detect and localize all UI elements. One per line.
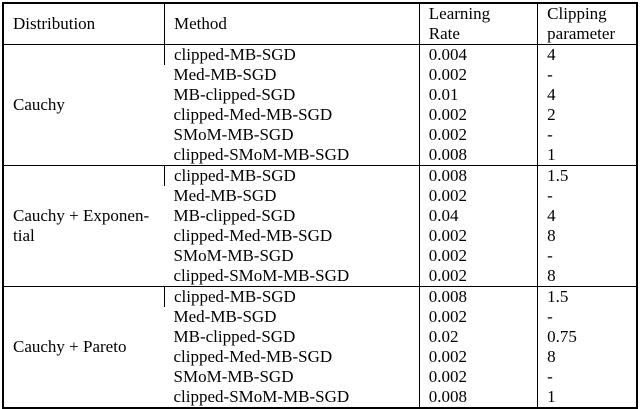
table-row: Med-MB-SGD 0.002 - — [3, 307, 637, 327]
clipping-cell: 4 — [537, 206, 637, 226]
method-cell: SMoM-MB-SGD — [173, 125, 294, 144]
learning-rate-cell: 0.002 — [418, 65, 538, 85]
learning-rate-cell: 0.002 — [418, 347, 538, 367]
learning-rate-cell: 0.008 — [418, 387, 538, 408]
table-row: clipped-SMoM-MB-SGD 0.008 1 — [3, 145, 637, 166]
learning-rate-cell: 0.002 — [418, 186, 538, 206]
method-cell: MB-clipped-SGD — [173, 327, 296, 346]
table-row: MB-clipped-SGD 0.04 4 — [3, 206, 637, 226]
header-distribution: Distribution — [3, 3, 165, 45]
learning-rate-cell: 0.002 — [418, 266, 538, 287]
table-row: clipped-Med-MB-SGD 0.002 2 — [3, 105, 637, 125]
table-row: SMoM-MB-SGD 0.002 - — [3, 246, 637, 266]
header-row: Distribution Method Learning Rate Clippi… — [3, 3, 637, 45]
learning-rate-cell: 0.002 — [418, 307, 538, 327]
learning-rate-cell: 0.008 — [418, 165, 538, 186]
method-cell: SMoM-MB-SGD — [173, 246, 294, 265]
table-row: Med-MB-SGD 0.002 - — [3, 65, 637, 85]
learning-rate-cell: 0.002 — [418, 105, 538, 125]
method-cell: clipped-MB-SGD — [164, 44, 420, 65]
method-cell: MB-clipped-SGD — [173, 206, 296, 225]
clipping-cell: 1.5 — [537, 165, 637, 186]
header-learning-rate: Learning Rate — [418, 3, 538, 45]
clipping-cell: - — [537, 65, 637, 85]
learning-rate-cell: 0.02 — [418, 327, 538, 347]
header-method: Method — [164, 3, 420, 45]
method-cell: SMoM-MB-SGD — [173, 367, 294, 386]
clipping-cell: 8 — [537, 226, 637, 246]
table-row: clipped-SMoM-MB-SGD 0.002 8 — [3, 266, 637, 287]
table-row: clipped-Med-MB-SGD 0.002 8 — [3, 347, 637, 367]
method-cell: Med-MB-SGD — [173, 65, 277, 84]
method-cell: clipped-SMoM-MB-SGD — [173, 266, 350, 285]
table-row: Cauchy clipped-MB-SGD 0.004 4 — [3, 44, 637, 166]
method-cell: clipped-Med-MB-SGD — [173, 226, 333, 245]
learning-rate-cell: 0.002 — [418, 125, 538, 145]
method-cell: Med-MB-SGD — [173, 307, 277, 326]
learning-rate-cell: 0.008 — [418, 286, 538, 307]
header-clipping-parameter: Clipping parameter — [537, 3, 637, 45]
clipping-cell: 1 — [537, 145, 637, 166]
clipping-cell: - — [537, 246, 637, 266]
method-cell: clipped-Med-MB-SGD — [173, 347, 333, 366]
table-row: SMoM-MB-SGD 0.002 - — [3, 125, 637, 145]
learning-rate-cell: 0.002 — [418, 226, 538, 246]
table-row: MB-clipped-SGD 0.02 0.75 — [3, 327, 637, 347]
clipping-cell: - — [537, 307, 637, 327]
method-cell: Med-MB-SGD — [173, 186, 277, 205]
learning-rate-cell: 0.008 — [418, 145, 538, 166]
clipping-cell: 1.5 — [537, 286, 637, 307]
method-cell: clipped-Med-MB-SGD — [173, 105, 333, 124]
table-row: Cauchy + Exponen- tial clipped-MB-SGD 0.… — [3, 165, 637, 287]
learning-rate-cell: 0.002 — [418, 246, 538, 266]
clipping-cell: 8 — [537, 266, 637, 287]
learning-rate-cell: 0.004 — [418, 44, 538, 65]
distribution-cell-cauchy: Cauchy — [3, 44, 165, 166]
clipping-cell: 1 — [537, 387, 637, 408]
clipping-cell: 2 — [537, 105, 637, 125]
clipping-cell: 4 — [537, 85, 637, 105]
table-row: Cauchy + Pareto clipped-MB-SGD 0.008 1.5 — [3, 286, 637, 408]
learning-rate-cell: 0.01 — [418, 85, 538, 105]
method-cell: clipped-SMoM-MB-SGD — [173, 387, 350, 406]
method-cell: clipped-MB-SGD — [164, 286, 420, 307]
method-cell: clipped-MB-SGD — [164, 165, 420, 186]
method-cell: MB-clipped-SGD — [173, 85, 296, 104]
distribution-cell-cauchy-pareto: Cauchy + Pareto — [3, 286, 165, 408]
table-row: SMoM-MB-SGD 0.002 - — [3, 367, 637, 387]
table-row: clipped-Med-MB-SGD 0.002 8 — [3, 226, 637, 246]
clipping-cell: 0.75 — [537, 327, 637, 347]
table-row: MB-clipped-SGD 0.01 4 — [3, 85, 637, 105]
clipping-cell: - — [537, 186, 637, 206]
clipping-cell: - — [537, 367, 637, 387]
clipping-cell: 4 — [537, 44, 637, 65]
learning-rate-cell: 0.04 — [418, 206, 538, 226]
clipping-cell: - — [537, 125, 637, 145]
method-cell: clipped-SMoM-MB-SGD — [173, 145, 350, 164]
distribution-cell-cauchy-exponential: Cauchy + Exponen- tial — [3, 165, 165, 287]
learning-rate-cell: 0.002 — [418, 367, 538, 387]
clipping-cell: 8 — [537, 347, 637, 367]
table-row: Med-MB-SGD 0.002 - — [3, 186, 637, 206]
